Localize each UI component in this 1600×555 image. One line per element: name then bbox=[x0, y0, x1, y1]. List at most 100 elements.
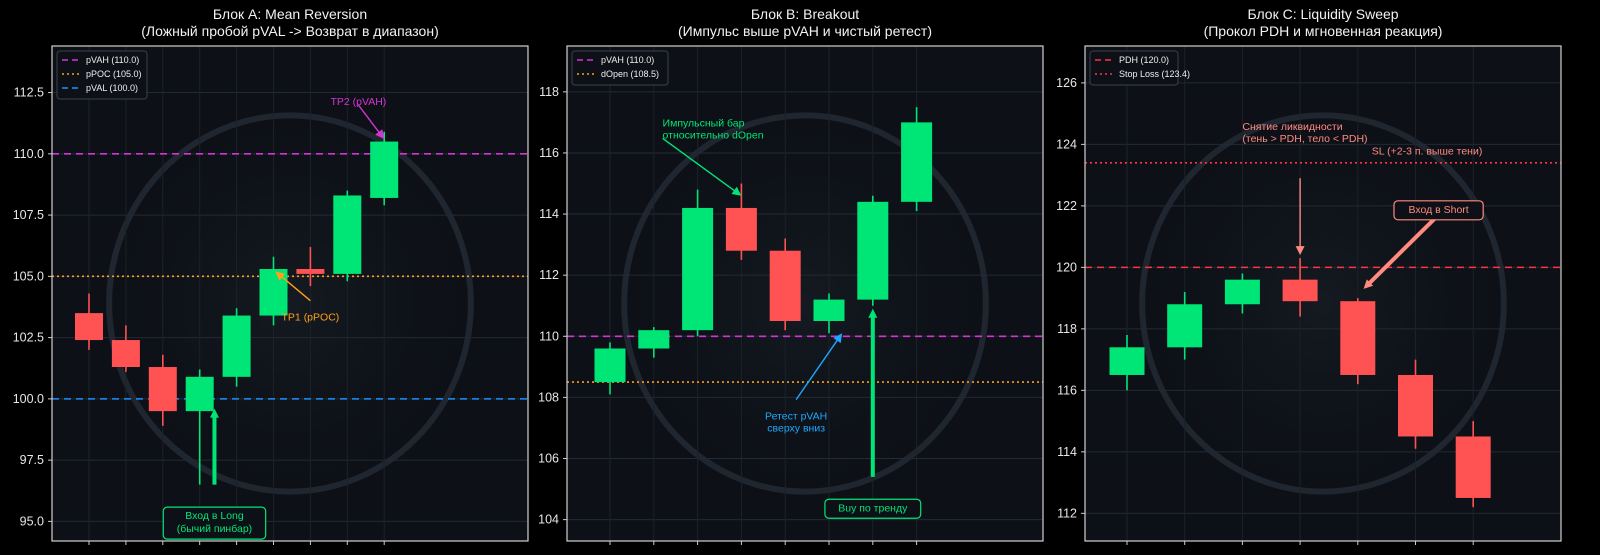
annotation-sweep: Снятие ликвидности(тень > PDH, тело < PD… bbox=[1242, 121, 1368, 256]
y-tick-label: 100.0 bbox=[13, 392, 44, 406]
plot-frame bbox=[51, 45, 529, 542]
annotation-arrowhead bbox=[1295, 246, 1305, 256]
y-tick-label: 114 bbox=[1057, 445, 1077, 459]
watermark-ring bbox=[106, 112, 474, 495]
candle-body-bullish bbox=[222, 315, 251, 377]
watermark-ring bbox=[621, 112, 989, 495]
watermark-emblem bbox=[605, 95, 1005, 512]
annotation-sl: SL (+2-3 п. выше тени) bbox=[1372, 145, 1483, 157]
legend-box bbox=[1089, 50, 1179, 86]
legend-label: pVAH (110.0) bbox=[86, 55, 139, 65]
legend-label: pVAH (110.0) bbox=[601, 55, 654, 65]
candle-body-bullish bbox=[1109, 347, 1145, 375]
legend: pVAH (110.0) pPOC (105.0) pVAL (100.0) bbox=[56, 50, 148, 100]
candle-body-bullish bbox=[813, 299, 845, 321]
annotation-box bbox=[1393, 200, 1484, 221]
candle-body-bullish bbox=[1167, 304, 1203, 348]
annotation-text: Снятие ликвидности bbox=[1242, 121, 1342, 133]
annotation-arrow bbox=[357, 104, 380, 134]
legend-box bbox=[571, 50, 669, 86]
legend-label: Stop Loss (123.4) bbox=[1119, 69, 1190, 79]
y-tick-label: 106 bbox=[538, 452, 559, 466]
panel-a-title: Блок A: Mean Reversion (Ложный пробой pV… bbox=[52, 6, 528, 40]
y-tick-label: 122 bbox=[1056, 199, 1077, 213]
annotation-text: сверху вниз bbox=[767, 423, 825, 435]
annotation-text: Buy по тренду bbox=[838, 502, 908, 514]
annotation-arrowhead bbox=[209, 408, 219, 418]
panel-c-title-main: Блок C: Liquidity Sweep bbox=[1247, 6, 1399, 22]
annotation-text: Вход в Long bbox=[185, 510, 244, 522]
y-tick-label: 112.5 bbox=[14, 86, 44, 100]
y-tick-label: 97.5 bbox=[20, 453, 44, 467]
y-tick-label: 120 bbox=[1056, 260, 1077, 274]
y-tick-label: 95.0 bbox=[20, 514, 44, 528]
candle-body-bullish bbox=[901, 122, 933, 202]
annotation-tp1: TP1 (pPOC) bbox=[275, 271, 340, 324]
annotation-text: TP2 (pVAH) bbox=[330, 96, 386, 108]
candle-body-bearish bbox=[1398, 374, 1433, 437]
watermark-emblem bbox=[90, 95, 490, 512]
annotation-text: TP1 (pPOC) bbox=[282, 312, 340, 324]
annotation-box bbox=[162, 506, 267, 540]
annotation-arrow bbox=[795, 339, 839, 401]
y-tick-label: 124 bbox=[1056, 137, 1077, 151]
candle-body-bullish bbox=[370, 141, 399, 198]
panel-c-title: Блок C: Liquidity Sweep (Прокол PDH и мг… bbox=[1085, 6, 1561, 40]
y-tick-label: 116 bbox=[1057, 383, 1077, 397]
panel-a: 95.0 97.5 100.0 102.5 105.0 107.5 110.0 112.5 TP… bbox=[13, 45, 529, 545]
legend-label: PDH (120.0) bbox=[1119, 55, 1169, 65]
candle-body-bullish bbox=[1224, 279, 1260, 305]
candle-body-bullish bbox=[594, 348, 626, 383]
plot-frame bbox=[1084, 45, 1562, 542]
candle-body-bearish bbox=[111, 340, 140, 368]
annotation-box bbox=[824, 498, 922, 519]
panel-a-subtitle: (Ложный пробой pVAL -> Возврат в диапазо… bbox=[141, 23, 439, 39]
candle-body-bearish bbox=[148, 367, 177, 412]
y-tick-label: 112 bbox=[539, 268, 559, 282]
panel-b: 104 106 108 110 112 114 116 118 Импульсный барот… bbox=[538, 45, 1044, 545]
annotation-text: (бычий пинбар) bbox=[177, 523, 252, 535]
annotation-arrow bbox=[662, 137, 736, 192]
annotation-arrow bbox=[281, 276, 311, 302]
y-tick-label: 126 bbox=[1056, 76, 1077, 90]
annotation-text: Вход в Short bbox=[1408, 204, 1468, 216]
annotation-arrowhead bbox=[375, 129, 385, 140]
annotation-arrow bbox=[1367, 213, 1440, 285]
y-tick-label: 105.0 bbox=[13, 269, 44, 283]
candle-body-bullish bbox=[682, 207, 714, 331]
annotation-arrowhead bbox=[1363, 279, 1374, 289]
candle-body-bearish bbox=[1455, 436, 1491, 498]
candle-body-bullish bbox=[638, 330, 670, 349]
legend-box bbox=[56, 50, 148, 100]
y-tick-label: 114 bbox=[539, 207, 559, 221]
legend-label: dOpen (108.5) bbox=[601, 69, 659, 79]
plot-frame bbox=[566, 45, 1044, 542]
y-tick-label: 107.5 bbox=[13, 208, 44, 222]
annotation-text: (тень > PDH, тело < PDH) bbox=[1242, 133, 1367, 145]
y-tick-label: 110.0 bbox=[14, 147, 44, 161]
annotation-arrowhead bbox=[868, 308, 878, 318]
annotation-text: Ретест pVAH bbox=[765, 411, 827, 423]
candle-body-bearish bbox=[725, 207, 757, 251]
annotation-long: Вход в Long(бычий пинбар) bbox=[162, 408, 267, 540]
annotation-text: относительно dOpen bbox=[663, 129, 764, 141]
candle-body-bearish bbox=[75, 313, 103, 341]
candle-body-bearish bbox=[1340, 301, 1376, 375]
annotation-text: Импульсный бар bbox=[663, 117, 745, 129]
legend-label: pVAL (100.0) bbox=[86, 83, 138, 93]
annotation-text: SL (+2-3 п. выше тени) bbox=[1372, 145, 1483, 157]
legend-label: pPOC (105.0) bbox=[86, 69, 142, 79]
y-tick-label: 118 bbox=[1057, 322, 1077, 336]
panel-c-subtitle: (Прокол PDH и мгновенная реакция) bbox=[1203, 23, 1443, 39]
legend: PDH (120.0) Stop Loss (123.4) bbox=[1089, 50, 1190, 86]
candle-body-bullish bbox=[185, 376, 214, 412]
candle-body-bullish bbox=[259, 268, 288, 316]
candle-body-bearish bbox=[296, 268, 325, 274]
y-tick-label: 104 bbox=[538, 513, 559, 527]
panel-b-title: Блок B: Breakout (Импульс выше pVAH и чи… bbox=[567, 6, 1043, 40]
y-tick-label: 108 bbox=[538, 390, 559, 404]
candle-body-bearish bbox=[1282, 279, 1318, 302]
